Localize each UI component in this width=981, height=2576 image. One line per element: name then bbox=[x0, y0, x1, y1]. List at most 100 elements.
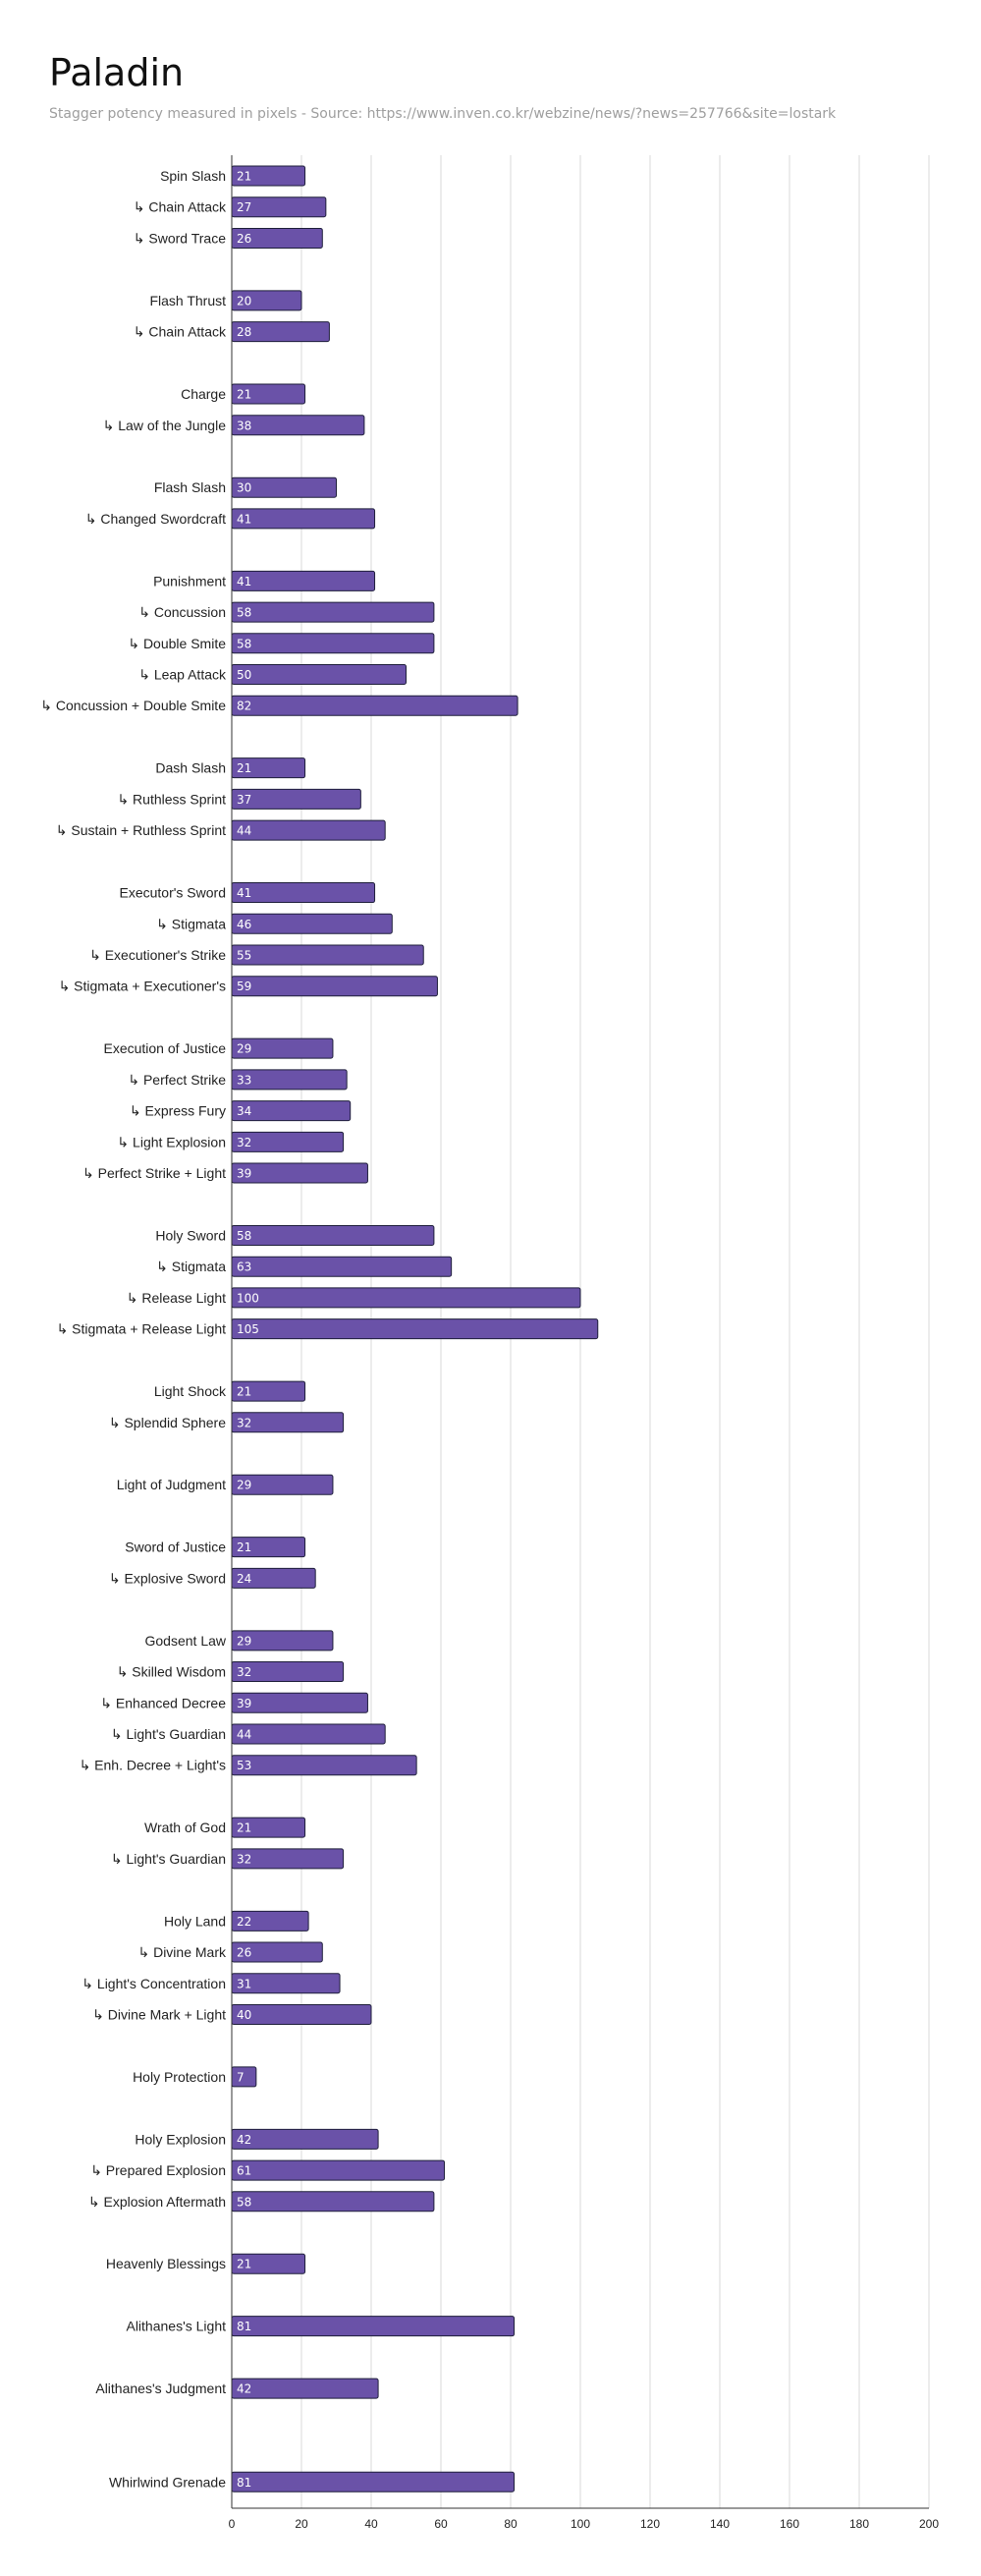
bar-value-label: 26 bbox=[237, 1946, 251, 1960]
bar bbox=[231, 1287, 581, 1309]
bar-value-label: 40 bbox=[237, 2008, 251, 2022]
bar bbox=[231, 1723, 386, 1745]
chart-title: Paladin bbox=[49, 51, 185, 94]
category-label: ↳ Express Fury bbox=[130, 1103, 226, 1119]
bar bbox=[231, 695, 518, 716]
category-label: ↳ Stigmata bbox=[156, 1259, 226, 1274]
bar bbox=[231, 1256, 453, 1277]
bar-value-label: 7 bbox=[237, 2070, 245, 2084]
bar bbox=[231, 664, 407, 686]
category-label: Heavenly Blessings bbox=[106, 2256, 226, 2271]
bar-value-label: 29 bbox=[237, 1634, 251, 1648]
category-label: Flash Slash bbox=[154, 479, 226, 495]
bar bbox=[231, 2191, 435, 2212]
bar-value-label: 32 bbox=[237, 1665, 251, 1679]
bar bbox=[231, 1692, 368, 1713]
category-label: ↳ Explosive Sword bbox=[109, 1570, 226, 1586]
category-label: ↳ Explosion Aftermath bbox=[88, 2194, 226, 2210]
category-label: ↳ Release Light bbox=[127, 1290, 226, 1306]
category-label: Charge bbox=[181, 386, 226, 402]
bar bbox=[231, 2159, 446, 2181]
category-label: ↳ Stigmata + Release Light bbox=[57, 1321, 227, 1337]
bar-value-label: 21 bbox=[237, 2258, 251, 2271]
bar-value-label: 39 bbox=[237, 1697, 251, 1710]
bar-value-label: 81 bbox=[237, 2320, 251, 2333]
x-tick-label: 140 bbox=[710, 2517, 730, 2531]
category-label: ↳ Enh. Decree + Light's bbox=[80, 1758, 226, 1773]
bar bbox=[231, 1755, 417, 1776]
category-label: ↳ Prepared Explosion bbox=[90, 2162, 226, 2178]
bar-value-label: 58 bbox=[237, 637, 251, 650]
category-label: ↳ Stigmata bbox=[156, 916, 226, 931]
bar-value-label: 55 bbox=[237, 949, 251, 963]
bar-value-label: 21 bbox=[237, 1385, 251, 1399]
bar bbox=[231, 508, 376, 530]
bar-value-label: 59 bbox=[237, 980, 251, 993]
bar-value-label: 34 bbox=[237, 1104, 251, 1118]
category-label: ↳ Changed Swordcraft bbox=[85, 511, 226, 527]
bar bbox=[231, 944, 424, 966]
bar-value-label: 58 bbox=[237, 606, 251, 620]
bar-value-label: 41 bbox=[237, 512, 251, 526]
bar-value-label: 29 bbox=[237, 1479, 251, 1492]
bar-value-label: 21 bbox=[237, 1540, 251, 1554]
category-label: Sword of Justice bbox=[125, 1540, 226, 1555]
bar-value-label: 81 bbox=[237, 2476, 251, 2490]
bar-value-label: 21 bbox=[237, 761, 251, 775]
bar-value-label: 27 bbox=[237, 200, 251, 214]
bar-value-label: 58 bbox=[237, 1229, 251, 1243]
x-tick-label: 60 bbox=[434, 2517, 448, 2531]
bar bbox=[231, 2378, 379, 2399]
category-label: ↳ Skilled Wisdom bbox=[117, 1664, 226, 1680]
bar bbox=[231, 1318, 599, 1340]
category-label: ↳ Light's Guardian bbox=[111, 1726, 226, 1742]
category-label: Holy Explosion bbox=[135, 2131, 226, 2147]
bar bbox=[231, 2316, 516, 2337]
bar bbox=[231, 882, 376, 904]
bar-value-label: 24 bbox=[237, 1572, 251, 1586]
bar-value-label: 38 bbox=[237, 419, 251, 432]
category-label: Light of Judgment bbox=[117, 1477, 226, 1492]
bar-value-label: 33 bbox=[237, 1073, 251, 1087]
category-label: ↳ Law of the Jungle bbox=[103, 418, 227, 433]
bar bbox=[231, 1224, 435, 1246]
category-label: ↳ Divine Mark + Light bbox=[92, 2006, 226, 2022]
category-label: ↳ Light Explosion bbox=[117, 1134, 226, 1149]
bar-value-label: 37 bbox=[237, 793, 251, 807]
bar-value-label: 32 bbox=[237, 1852, 251, 1866]
category-label: Executor's Sword bbox=[120, 885, 227, 901]
x-tick-label: 120 bbox=[640, 2517, 660, 2531]
bar bbox=[231, 2128, 379, 2150]
category-label: ↳ Executioner's Strike bbox=[89, 947, 226, 963]
category-label: ↳ Sword Trace bbox=[134, 230, 226, 246]
category-label: Holy Land bbox=[164, 1913, 226, 1929]
x-tick-label: 0 bbox=[229, 2517, 236, 2531]
bar bbox=[231, 633, 435, 654]
bar-value-label: 44 bbox=[237, 824, 251, 838]
bar-value-label: 21 bbox=[237, 170, 251, 184]
x-tick-label: 200 bbox=[919, 2517, 939, 2531]
bar-value-label: 53 bbox=[237, 1759, 251, 1772]
bar bbox=[231, 2471, 516, 2492]
category-label: ↳ Splendid Sphere bbox=[109, 1415, 226, 1430]
bar-value-label: 39 bbox=[237, 1167, 251, 1181]
category-label: ↳ Concussion + Double Smite bbox=[40, 698, 226, 713]
category-label: ↳ Enhanced Decree bbox=[100, 1695, 226, 1710]
x-tick-label: 100 bbox=[571, 2517, 590, 2531]
bar bbox=[231, 1162, 368, 1184]
x-tick-label: 40 bbox=[364, 2517, 378, 2531]
bar bbox=[231, 2003, 372, 2025]
category-label: ↳ Perfect Strike bbox=[128, 1072, 226, 1088]
category-label: Godsent Law bbox=[145, 1633, 227, 1649]
category-label: Holy Protection bbox=[133, 2069, 226, 2085]
category-label: Whirlwind Grenade bbox=[109, 2474, 226, 2490]
category-label: Flash Thrust bbox=[149, 293, 226, 308]
bar-value-label: 105 bbox=[237, 1322, 259, 1336]
bar-value-label: 26 bbox=[237, 232, 251, 246]
bar bbox=[231, 570, 376, 591]
category-label: ↳ Divine Mark bbox=[137, 1944, 227, 1960]
bar-value-label: 22 bbox=[237, 1915, 251, 1929]
category-label: Spin Slash bbox=[160, 168, 226, 184]
bar bbox=[231, 819, 386, 841]
